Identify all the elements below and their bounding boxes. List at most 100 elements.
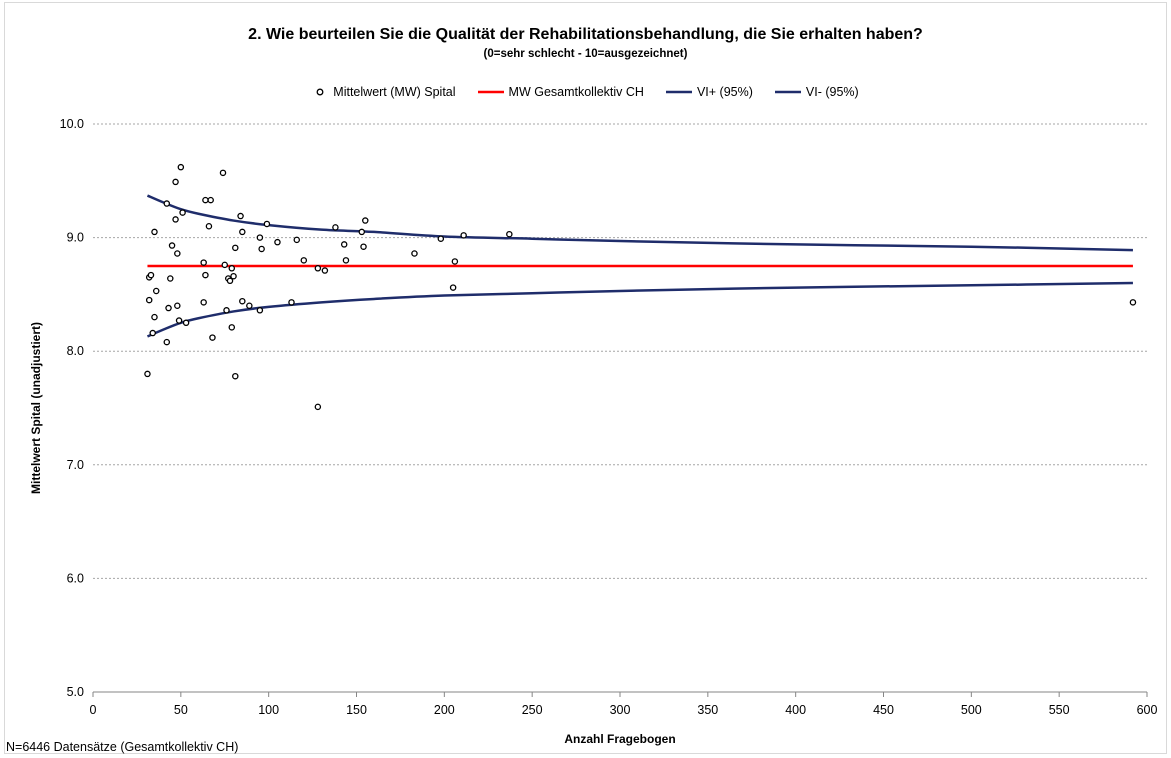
data-point xyxy=(411,250,418,257)
data-point xyxy=(314,403,322,411)
legend-circle-marker xyxy=(316,88,324,96)
data-point xyxy=(506,230,513,238)
data-point xyxy=(163,338,171,346)
data-point xyxy=(449,284,457,291)
data-point xyxy=(256,307,264,314)
data-point xyxy=(314,265,322,272)
legend-navy-line-marker xyxy=(665,90,692,94)
data-point xyxy=(147,271,155,279)
data-point xyxy=(258,245,265,253)
data-point xyxy=(239,228,246,236)
x-tick-label: 550 xyxy=(1049,703,1070,717)
data-point xyxy=(177,163,185,171)
legend-item-vi-minus: VI- (95%) xyxy=(774,85,859,99)
data-point xyxy=(360,243,367,250)
data-point xyxy=(202,271,209,279)
data-point xyxy=(200,259,207,266)
data-point xyxy=(332,224,339,231)
data-point xyxy=(174,250,181,257)
x-tick-label: 100 xyxy=(258,703,279,717)
x-tick-label: 200 xyxy=(434,703,455,717)
data-point xyxy=(358,228,366,236)
legend-navy-line-marker xyxy=(774,90,801,94)
footnote: N=6446 Datensätze (Gesamtkollektiv CH) xyxy=(6,740,239,754)
legend-label-mittelwert-spital: Mittelwert (MW) Spital xyxy=(333,85,456,99)
x-tick-label: 150 xyxy=(346,703,367,717)
data-point xyxy=(230,272,237,280)
data-point xyxy=(205,222,213,230)
data-point xyxy=(226,277,234,285)
line-vi-95 xyxy=(146,281,1133,338)
data-point xyxy=(237,212,244,220)
chart-title: 2. Wie beurteilen Sie die Qualität der R… xyxy=(248,26,923,43)
y-tick-label: 7.0 xyxy=(67,458,84,472)
x-tick-label: 250 xyxy=(522,703,543,717)
data-point xyxy=(219,169,227,177)
x-tick-label: 350 xyxy=(697,703,718,717)
y-tick-label: 9.0 xyxy=(67,231,84,245)
legend-label-mw-gesamtkollektiv: MW Gesamtkollektiv CH xyxy=(508,85,644,99)
data-point xyxy=(288,299,295,306)
data-point xyxy=(362,217,369,224)
chart-legend: Mittelwert (MW) Spital MW Gesamtkollekti… xyxy=(0,83,1171,101)
data-point xyxy=(207,196,214,204)
y-tick-label: 10.0 xyxy=(60,117,84,131)
data-point xyxy=(202,196,209,204)
data-point xyxy=(263,220,271,228)
x-tick-label: 400 xyxy=(785,703,806,717)
x-tick-label: 450 xyxy=(873,703,894,717)
legend-red-line-marker xyxy=(477,90,504,94)
y-tick-label: 8.0 xyxy=(67,344,84,358)
x-tick-label: 300 xyxy=(610,703,631,717)
data-point xyxy=(437,235,445,242)
data-point xyxy=(167,275,174,282)
chart-subtitle: (0=sehr schlecht - 10=ausgezeichnet) xyxy=(483,48,688,60)
data-point xyxy=(293,236,301,244)
data-point xyxy=(200,299,207,306)
data-point xyxy=(174,302,181,310)
legend-item-mw-gesamtkollektiv: MW Gesamtkollektiv CH xyxy=(477,85,644,99)
legend-label-vi-plus: VI+ (95%) xyxy=(696,85,753,99)
data-point xyxy=(144,370,151,378)
data-point xyxy=(172,178,179,186)
chart-frame xyxy=(4,2,1167,754)
data-point xyxy=(149,329,156,337)
data-point xyxy=(145,296,153,304)
legend-label-vi-minus: VI- (95%) xyxy=(805,85,859,99)
data-point xyxy=(228,324,236,331)
data-point xyxy=(1129,299,1137,306)
x-tick-label: 50 xyxy=(174,703,188,717)
data-point xyxy=(209,334,216,341)
x-tick-label: 0 xyxy=(90,703,97,717)
data-point xyxy=(223,307,230,314)
data-point xyxy=(256,234,264,241)
legend-item-vi-plus: VI+ (95%) xyxy=(665,85,753,99)
data-point xyxy=(321,267,329,274)
data-point xyxy=(179,209,186,216)
data-point xyxy=(182,319,190,327)
x-axis-label: Anzahl Fragebogen xyxy=(564,732,675,746)
data-point xyxy=(152,287,160,295)
data-point xyxy=(151,228,158,236)
y-axis-label: Mittelwert Spital (unadjustiert) xyxy=(29,322,43,494)
data-point xyxy=(165,304,172,312)
data-point xyxy=(340,241,348,248)
data-point xyxy=(342,257,350,264)
data-point xyxy=(172,216,179,223)
data-point xyxy=(246,302,253,310)
y-tick-label: 5.0 xyxy=(67,685,84,699)
x-tick-label: 600 xyxy=(1137,703,1158,717)
data-point xyxy=(274,238,281,246)
data-point xyxy=(228,265,236,272)
data-point xyxy=(460,232,467,239)
data-point xyxy=(239,297,246,305)
data-point xyxy=(163,200,171,207)
data-point xyxy=(168,242,176,249)
y-tick-label: 6.0 xyxy=(67,571,84,585)
data-point xyxy=(151,313,158,321)
legend-item-mittelwert-spital: Mittelwert (MW) Spital xyxy=(312,85,456,99)
data-point xyxy=(232,372,239,380)
data-point xyxy=(232,244,239,252)
x-tick-label: 500 xyxy=(961,703,982,717)
